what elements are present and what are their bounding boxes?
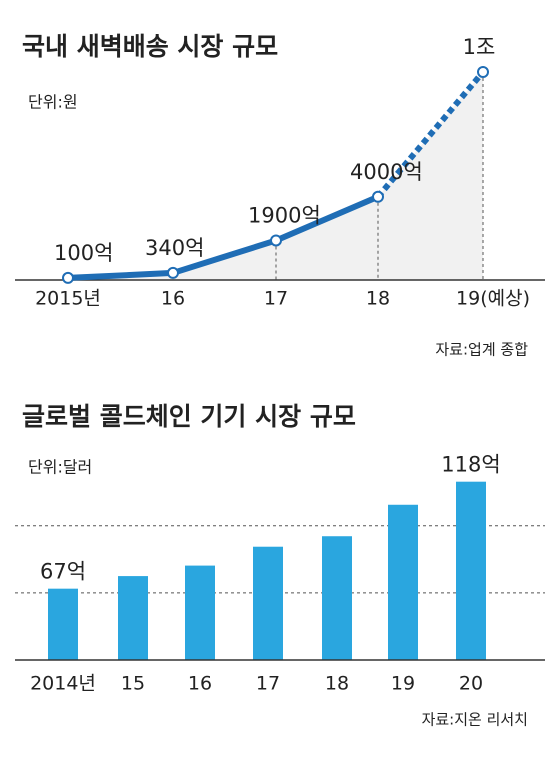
point xyxy=(270,234,282,247)
line xyxy=(67,194,380,281)
point xyxy=(62,271,74,284)
x-tick-label: 17 xyxy=(256,673,280,695)
bar xyxy=(185,565,215,660)
unit-label: 단위:달러 xyxy=(28,458,92,477)
value-label: 1900억 xyxy=(248,203,321,227)
x-tick-label: 18 xyxy=(325,673,349,695)
chart-title: 국내 새벽배송 시장 규모 xyxy=(22,32,278,61)
value-label: 118억 xyxy=(441,453,500,477)
value-label: 67억 xyxy=(40,560,86,584)
projected-line xyxy=(375,70,486,199)
x-tick-label: 19(예상) xyxy=(456,288,530,310)
value-label: 4000억 xyxy=(350,160,423,184)
x-tick-label: 20 xyxy=(459,673,483,695)
chart-title: 글로벌 콜드체인 기기 시장 규모 xyxy=(22,402,356,431)
point xyxy=(167,266,179,279)
bar xyxy=(388,504,418,660)
bar xyxy=(253,546,283,660)
x-tick-label: 15 xyxy=(121,673,145,695)
x-tick-label: 2014년 xyxy=(30,673,96,695)
source: 자료:지온 리서치 xyxy=(422,711,528,729)
area xyxy=(68,72,483,280)
bar xyxy=(322,536,352,660)
bar xyxy=(118,576,148,660)
bar xyxy=(48,588,78,660)
x-tick-label: 19 xyxy=(391,673,415,695)
point xyxy=(372,190,384,203)
value-label: 100억 xyxy=(54,241,113,265)
value-label: 340억 xyxy=(145,236,204,260)
x-tick-label: 18 xyxy=(366,288,390,310)
value-label: 1조 xyxy=(463,35,496,59)
x-tick-label: 2015년 xyxy=(35,288,101,310)
unit-label: 단위:원 xyxy=(28,93,78,112)
x-tick-label: 16 xyxy=(161,288,185,310)
source: 자료:업계 종합 xyxy=(435,341,528,359)
point xyxy=(477,66,489,78)
bar xyxy=(456,481,486,660)
x-tick-label: 17 xyxy=(264,288,288,310)
x-tick-label: 16 xyxy=(188,673,212,695)
